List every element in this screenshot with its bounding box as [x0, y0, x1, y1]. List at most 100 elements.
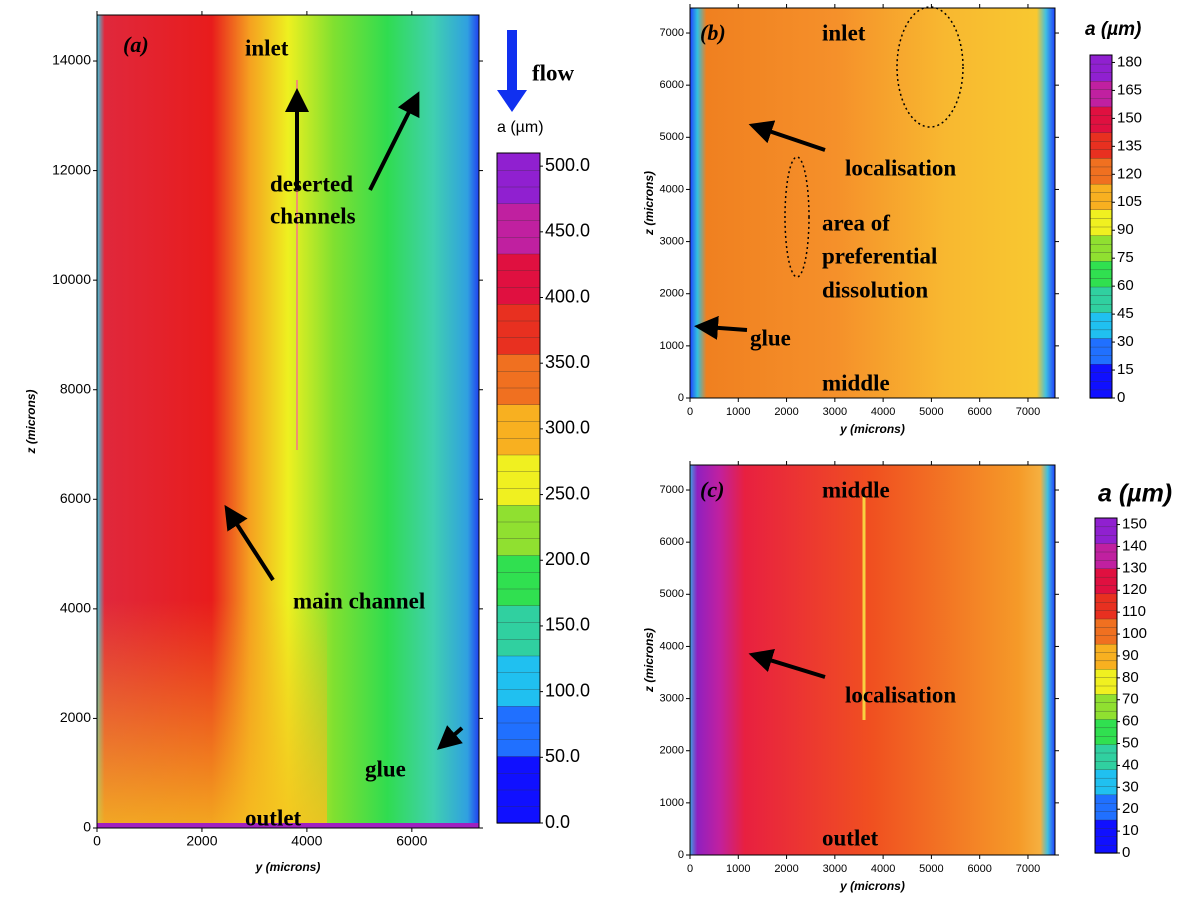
colorbar-band [496, 504, 541, 523]
colorbar-tick-label: 140 [1122, 537, 1147, 554]
colorbar-band [1094, 609, 1118, 620]
colorbar-tick-label: 150 [1117, 109, 1142, 126]
y-axis-label: z (microns) [642, 628, 656, 693]
colorbar-band [1089, 234, 1113, 245]
colorbar-band [496, 270, 541, 288]
colorbar-tick-label: 40 [1122, 756, 1139, 773]
colorbar-band [1094, 777, 1118, 787]
arrows [224, 30, 826, 750]
colorbar-band [1094, 626, 1118, 636]
colorbar-band [1089, 200, 1113, 210]
arrow [748, 649, 826, 679]
colorbar-tick-label: 0 [1117, 389, 1125, 406]
annotation: localisation [845, 155, 956, 180]
y-tick-label: 3000 [660, 692, 684, 704]
colorbar-tick-label: 135 [1117, 137, 1142, 154]
arrow [748, 120, 826, 152]
colorbar-band [1089, 337, 1113, 348]
plot-frame [689, 7, 1056, 399]
colorbar-band [1089, 226, 1113, 236]
colorbar-band [1089, 277, 1113, 288]
colorbar-tick-label: 250.0 [545, 483, 590, 503]
x-tick-label: 0 [687, 863, 693, 875]
colorbar-band [1089, 149, 1113, 159]
colorbar-band [1089, 329, 1113, 339]
colorbar-band [496, 739, 541, 757]
x-tick-label: 7000 [1016, 863, 1040, 875]
colorbar-band [1089, 269, 1113, 279]
x-axis-label: y (microns) [839, 879, 905, 893]
arrow [436, 725, 464, 750]
annotation: outlet [245, 805, 302, 830]
colorbar-band [1094, 785, 1118, 796]
colorbar-band [1089, 363, 1113, 373]
x-tick-label: 5000 [919, 863, 943, 875]
arrow [368, 91, 420, 191]
colorbar-band [1094, 668, 1118, 678]
colorbar-band [496, 320, 541, 338]
x-tick-label: 0 [93, 833, 101, 849]
colorbar-band [496, 454, 541, 472]
plot-frame [96, 14, 480, 829]
y-tick-label: 1000 [660, 797, 684, 809]
map-b [690, 8, 1055, 398]
colorbar-frame [496, 152, 541, 824]
colorbar-tick-label: 120 [1122, 581, 1147, 598]
colorbar-tick-label: 400.0 [545, 286, 590, 306]
y-tick-label: 2000 [660, 288, 684, 300]
colorbar-band [496, 705, 541, 724]
colorbar-band [1089, 286, 1113, 296]
y-tick-label: 3000 [660, 235, 684, 247]
colorbar-tick-label: 60 [1122, 713, 1139, 730]
colorbar-band [1094, 735, 1118, 745]
colorbar-tick-label: 60 [1117, 277, 1134, 294]
colorbar-band [1094, 618, 1118, 628]
colorbar-band [1094, 593, 1118, 603]
colorbar-band [1094, 752, 1118, 762]
colorbar-band [1094, 836, 1118, 846]
colorbar-band [1089, 140, 1113, 150]
colorbar-tick-label: 15 [1117, 361, 1134, 378]
colorbar-band [1094, 827, 1118, 837]
x-tick-label: 5000 [919, 406, 943, 418]
colorbar-band [496, 487, 541, 506]
colorbar-band [1094, 693, 1118, 703]
colorbar-band [1089, 209, 1113, 219]
colorbar-band [1094, 844, 1118, 854]
y-tick-label: 12000 [52, 161, 91, 177]
colorbar-tick-label: 165 [1117, 81, 1142, 98]
colorbar-frame [1089, 54, 1113, 399]
x-tick-label: 1000 [726, 863, 750, 875]
colorbar-band [1094, 685, 1118, 695]
colorbar-label: a (µm) [1085, 19, 1141, 40]
colorbar-tick-label: 105 [1117, 193, 1142, 210]
colorbar-band [1089, 312, 1113, 322]
colorbar-band [1089, 354, 1113, 365]
colorbar-band [1089, 192, 1113, 202]
y-tick-label: 0 [678, 392, 684, 404]
ellipse [896, 6, 964, 128]
colorbar-tick-label: 450.0 [545, 221, 590, 241]
annotation: inlet [822, 20, 866, 45]
colorbar-band [496, 688, 541, 707]
colorbar-band [1094, 551, 1118, 561]
colorbar-band [1089, 303, 1113, 313]
colorbar-tick-label: 30 [1117, 333, 1134, 350]
y-tick-label: 6000 [60, 490, 91, 506]
colorbar-band [1089, 97, 1113, 108]
x-tick-label: 6000 [396, 833, 427, 849]
colorbar-band [1094, 651, 1118, 662]
colorbar-band [1094, 710, 1118, 720]
x-tick-label: 6000 [967, 863, 991, 875]
annotation: preferential [822, 243, 937, 268]
y-tick-label: 7000 [660, 27, 684, 39]
colorbar-band [496, 404, 541, 422]
colorbar-band [1094, 576, 1118, 586]
colorbar-band [1089, 183, 1113, 193]
colorbar-band [1089, 132, 1113, 142]
colorbar-band [496, 253, 541, 271]
map-a-overlay [97, 600, 327, 828]
colorbar-band [496, 722, 541, 740]
colorbar-band [496, 789, 541, 807]
